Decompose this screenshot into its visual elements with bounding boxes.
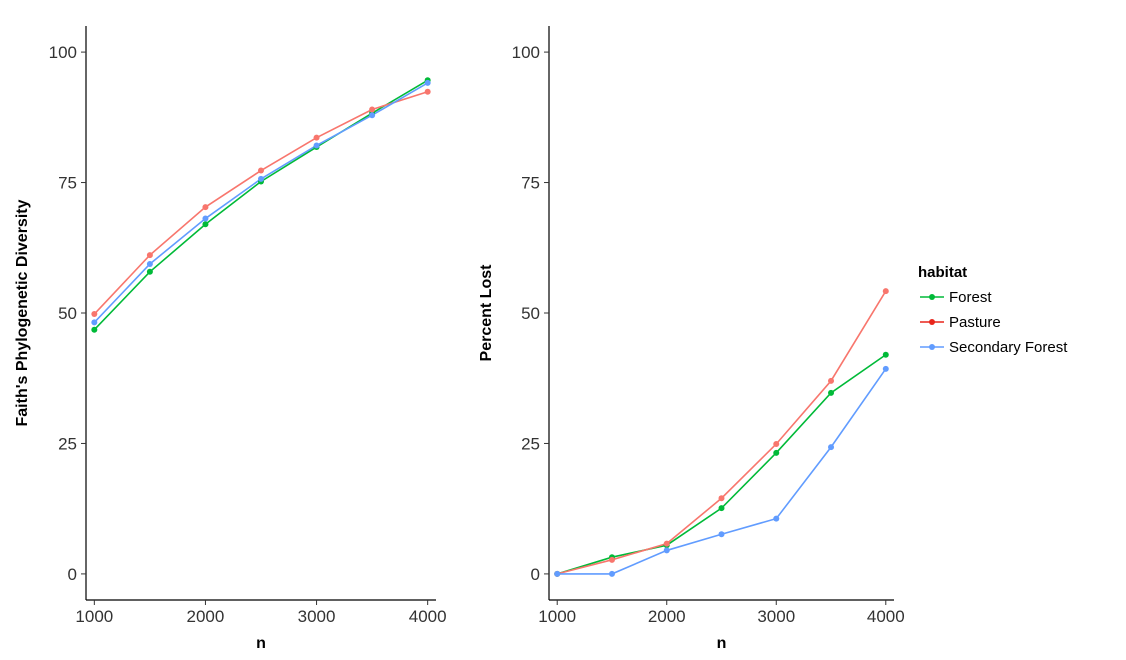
series-line-forest xyxy=(556,354,887,575)
x-tick-label: 3000 xyxy=(298,607,336,626)
data-point-secondary-forest xyxy=(663,547,670,554)
legend-label-secondary-forest: Secondary Forest xyxy=(949,339,1068,356)
y-tick-label: 75 xyxy=(521,174,540,193)
data-point-secondary-forest xyxy=(828,444,835,451)
data-point-pasture xyxy=(258,167,264,174)
legend-label-forest: Forest xyxy=(949,289,992,306)
chart-panel-pd: 0 25 50 75 100 1000 2000 3000 4000 n Faith's Phylo… xyxy=(14,26,447,652)
data-point-secondary-forest xyxy=(146,260,153,267)
y-tick-label: 50 xyxy=(521,304,540,323)
data-point-pasture xyxy=(718,495,725,502)
x-axis-title: n xyxy=(717,635,727,652)
series-line-secondary-forest xyxy=(93,82,429,323)
series-line-pasture xyxy=(93,90,428,315)
data-point-secondary-forest xyxy=(369,112,376,119)
y-tick-label: 0 xyxy=(531,565,540,584)
x-tick-label: 1000 xyxy=(538,607,576,626)
y-tick-label: 0 xyxy=(68,565,77,584)
x-tick-label: 4000 xyxy=(409,607,447,626)
data-point-secondary-forest xyxy=(258,175,264,182)
y-axis-title: Faith's Phylogenetic Diversity xyxy=(14,199,31,426)
data-point-secondary-forest xyxy=(882,365,889,372)
legend: habitat Forest Pasture Secondary Forest xyxy=(918,264,1068,356)
data-point-forest xyxy=(718,505,725,512)
data-point-pasture xyxy=(202,204,209,211)
data-point-pasture xyxy=(773,440,780,447)
y-tick-label: 50 xyxy=(58,304,77,323)
x-tick-label: 2000 xyxy=(187,607,225,626)
x-tick-label: 4000 xyxy=(867,607,905,626)
legend-dot-forest xyxy=(929,294,935,300)
y-tick-label: 25 xyxy=(521,434,540,453)
data-point-secondary-forest xyxy=(718,531,725,538)
y-tick-label: 100 xyxy=(512,43,540,62)
data-point-forest xyxy=(146,268,153,275)
data-point-pasture xyxy=(146,252,153,259)
y-axis-title: Percent Lost xyxy=(478,264,495,362)
legend-item-forest: Forest xyxy=(920,289,992,306)
legend-item-secondary-forest: Secondary Forest xyxy=(920,339,1068,356)
data-point-secondary-forest xyxy=(554,570,561,577)
data-point-forest xyxy=(828,389,835,396)
data-point-secondary-forest xyxy=(424,79,431,86)
data-point-pasture xyxy=(424,88,431,95)
data-point-secondary-forest xyxy=(91,319,98,326)
data-point-pasture xyxy=(313,134,320,141)
data-point-pasture xyxy=(882,288,889,295)
x-tick-label: 3000 xyxy=(757,607,795,626)
data-point-pasture xyxy=(663,540,670,547)
data-point-secondary-forest xyxy=(773,515,780,522)
x-axis-title: n xyxy=(256,635,266,652)
y-tick-label: 25 xyxy=(58,434,77,453)
series-line-secondary-forest xyxy=(557,368,887,575)
legend-dot-secondary-forest xyxy=(929,344,935,350)
y-tick-label: 75 xyxy=(58,174,77,193)
data-point-forest xyxy=(882,351,889,358)
data-point-secondary-forest xyxy=(313,142,320,149)
legend-item-pasture: Pasture xyxy=(920,314,1001,331)
data-point-pasture xyxy=(91,311,98,318)
series-line-forest xyxy=(93,79,429,331)
data-point-pasture xyxy=(369,106,376,113)
data-point-forest xyxy=(91,326,98,333)
y-tick-label: 100 xyxy=(49,43,77,62)
legend-dot-pasture xyxy=(929,319,935,325)
data-point-forest xyxy=(202,221,209,228)
x-tick-label: 1000 xyxy=(75,607,113,626)
data-point-secondary-forest xyxy=(202,215,209,222)
data-point-secondary-forest xyxy=(608,570,615,577)
data-point-pasture xyxy=(608,556,615,563)
data-point-pasture xyxy=(828,377,835,384)
chart-panel-percent-lost: 0 25 50 75 100 1000 2000 3000 4000 n Percent Lost xyxy=(478,26,905,652)
data-point-forest xyxy=(773,449,780,456)
x-tick-label: 2000 xyxy=(648,607,686,626)
legend-title: habitat xyxy=(918,264,967,281)
legend-label-pasture: Pasture xyxy=(949,314,1001,331)
